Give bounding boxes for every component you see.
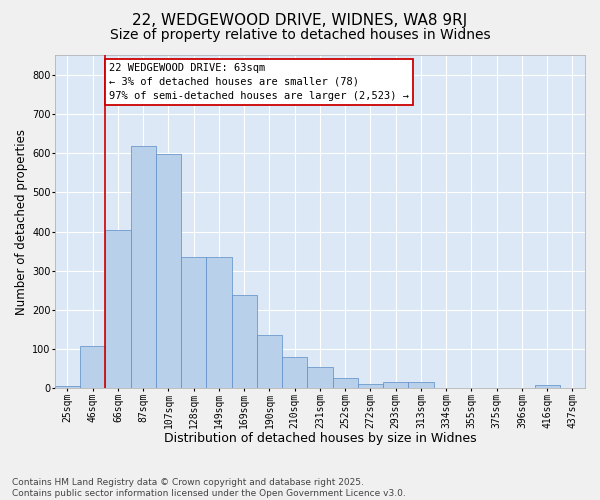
Text: 22 WEDGEWOOD DRIVE: 63sqm
← 3% of detached houses are smaller (78)
97% of semi-d: 22 WEDGEWOOD DRIVE: 63sqm ← 3% of detach… [109, 63, 409, 101]
Bar [106, 230, 131, 388]
Y-axis label: Number of detached properties: Number of detached properties [15, 128, 28, 314]
Bar [181, 257, 206, 388]
Bar [307, 367, 332, 388]
Bar [383, 382, 408, 388]
Bar [282, 358, 307, 388]
Bar [206, 258, 232, 388]
Text: 22, WEDGEWOOD DRIVE, WIDNES, WA8 9RJ: 22, WEDGEWOOD DRIVE, WIDNES, WA8 9RJ [133, 12, 467, 28]
Bar [408, 382, 434, 388]
Bar [535, 386, 560, 388]
Text: Contains HM Land Registry data © Crown copyright and database right 2025.
Contai: Contains HM Land Registry data © Crown c… [12, 478, 406, 498]
X-axis label: Distribution of detached houses by size in Widnes: Distribution of detached houses by size … [164, 432, 476, 445]
Bar [156, 154, 181, 388]
Bar [55, 386, 80, 388]
Bar [332, 378, 358, 388]
Bar [131, 146, 156, 388]
Bar [80, 346, 106, 389]
Bar [257, 334, 282, 388]
Bar [358, 384, 383, 388]
Bar [232, 296, 257, 388]
Text: Size of property relative to detached houses in Widnes: Size of property relative to detached ho… [110, 28, 490, 42]
